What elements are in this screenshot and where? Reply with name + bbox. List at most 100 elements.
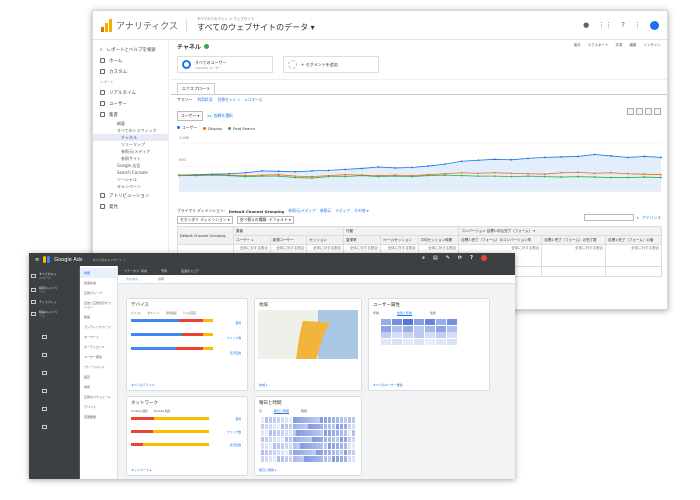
data-point[interactable] [576, 171, 579, 174]
col-conversions[interactable]: コンバージョン 目標1:申込完了（フォーム） ▾ [458, 226, 662, 236]
data-point[interactable] [344, 175, 347, 178]
data-point[interactable] [311, 175, 313, 178]
data-point[interactable] [244, 175, 247, 178]
data-point[interactable] [327, 175, 330, 178]
tab-explorer[interactable]: エクスプローラ [177, 83, 215, 94]
data-point[interactable] [510, 158, 513, 161]
nav-discover[interactable]: 発見 [93, 201, 168, 212]
data-point[interactable] [610, 176, 613, 179]
campaign-display[interactable]: ディスプレイ [29, 297, 59, 307]
view-selector[interactable]: すべてのアカウント > ウェブサイト すべてのウェブサイトのデータ ▾ [197, 17, 315, 33]
data-point[interactable] [377, 166, 380, 168]
tab-day-hour[interactable]: 曜日と時間 [274, 409, 290, 414]
metric-dropdown[interactable]: ユーザー ▾ [177, 111, 204, 121]
data-point[interactable] [626, 176, 629, 179]
dim-medium[interactable]: メディア [335, 208, 351, 213]
search-icon[interactable]: ⌕ [422, 255, 425, 261]
ads-nav-item[interactable]: 設定 [84, 375, 91, 379]
ads-nav-item[interactable]: 広告グループ [84, 291, 102, 295]
subtab-ecommerce[interactable]: eコマース [244, 97, 263, 102]
ads-nav-item[interactable]: 最適化案 [84, 281, 97, 285]
ads-nav-item[interactable]: 変更履歴 [84, 415, 97, 419]
data-point[interactable] [394, 175, 396, 178]
nav-realtime[interactable]: リアルタイム [93, 87, 168, 98]
edit-button[interactable]: 編集 [629, 43, 637, 47]
sort-type-dropdown[interactable]: 並べ替えの種類: デフォルト ▾ [236, 216, 294, 224]
data-point[interactable] [377, 175, 380, 178]
col-completions[interactable]: 目標1:完了（フォーム）の完了数 [541, 235, 606, 245]
campaign-video[interactable]: 動画キャンペーン [29, 307, 59, 321]
col-sessions[interactable]: セッション [306, 235, 345, 245]
data-point[interactable] [660, 156, 662, 159]
save-button[interactable]: 保存 [573, 43, 581, 47]
data-point[interactable] [576, 175, 579, 178]
notifications-icon[interactable]: ● [583, 21, 590, 29]
status-filter[interactable]: ステータス: 有効 [124, 268, 147, 273]
data-point[interactable] [460, 174, 463, 177]
nav-custom[interactable]: カスタム [93, 66, 168, 77]
subtab-summary[interactable]: サマリー [177, 97, 193, 102]
data-point[interactable] [560, 171, 563, 174]
data-point[interactable] [510, 172, 513, 175]
share-button[interactable]: 共有 [615, 43, 623, 47]
data-point[interactable] [178, 174, 180, 177]
all-devices-link[interactable]: すべてのデバイス [131, 383, 155, 387]
data-point[interactable] [527, 172, 529, 175]
data-point[interactable] [360, 167, 363, 170]
data-point[interactable] [643, 155, 646, 158]
data-point[interactable] [543, 173, 546, 176]
tab-gender-age[interactable]: 性別と年齢 [397, 311, 413, 316]
notification-icon[interactable] [481, 255, 487, 261]
metric-impressions[interactable]: 表示回数 [229, 443, 241, 447]
data-point[interactable] [460, 171, 463, 174]
campaign-icon[interactable] [41, 407, 47, 411]
add-segment-button[interactable]: + セグメントを追加 [283, 56, 379, 73]
metric-clicks[interactable]: クリック数 [227, 430, 241, 434]
table-search-input[interactable] [583, 214, 634, 221]
motion-chart-button[interactable] [654, 108, 661, 115]
data-point[interactable] [593, 153, 596, 156]
data-point[interactable] [527, 157, 529, 160]
segment-all-users[interactable]: すべてのユーザー 100.00% ユーザー [177, 56, 273, 73]
data-point[interactable] [610, 171, 613, 174]
menu-icon[interactable]: ≡ [35, 256, 40, 263]
data-point[interactable] [244, 171, 247, 174]
dim-more[interactable]: その他 ▾ [354, 208, 369, 213]
location-link[interactable]: 地域 ▸ [259, 383, 268, 387]
ads-nav-item[interactable]: ユーザー属性 [84, 355, 102, 359]
tab-age[interactable]: 年齢 [373, 311, 380, 315]
advanced-link[interactable]: アドバンス [641, 214, 661, 220]
location-map[interactable] [258, 310, 358, 359]
search-reports[interactable]: ⌕ レポートとヘルプを検索 [100, 47, 157, 53]
data-point[interactable] [510, 175, 513, 178]
data-point[interactable] [444, 174, 446, 177]
dim-source-medium[interactable]: 参照元/メディア [288, 208, 316, 213]
data-point[interactable] [410, 166, 413, 169]
network-link[interactable]: ネットワーク ▸ [131, 468, 152, 472]
data-point[interactable] [344, 173, 347, 176]
data-point[interactable] [394, 167, 396, 169]
data-point[interactable] [294, 176, 297, 179]
campaign-icon[interactable] [41, 335, 47, 339]
ads-nav-item[interactable]: オーディエンス [84, 345, 105, 349]
help-icon[interactable]: ? [621, 21, 625, 29]
col-new-users[interactable]: 新規ユーザー [269, 235, 308, 245]
campaign-icon[interactable] [41, 389, 47, 393]
col-avg-duration[interactable]: 平均セッション時間 [417, 235, 460, 245]
campaign-icon[interactable] [41, 353, 47, 357]
data-point[interactable] [626, 172, 629, 175]
search-icon[interactable]: ⌕ [636, 215, 639, 220]
metric-impressions[interactable]: 表示回数 [229, 351, 241, 355]
data-point[interactable] [460, 160, 463, 163]
data-point[interactable] [610, 155, 613, 157]
nav-channels[interactable]: チャネル [93, 134, 168, 141]
campaign-all[interactable]: すべてのキャンペーン [29, 269, 59, 283]
data-point[interactable] [576, 155, 579, 158]
data-point[interactable] [194, 174, 197, 177]
campaign-icon[interactable] [41, 425, 47, 429]
data-point[interactable] [527, 175, 529, 178]
nav-campaigns[interactable]: キャンペーン [117, 183, 141, 189]
data-point[interactable] [493, 171, 496, 174]
data-point[interactable] [444, 163, 446, 166]
tools-icon[interactable]: ✎ [445, 255, 450, 261]
